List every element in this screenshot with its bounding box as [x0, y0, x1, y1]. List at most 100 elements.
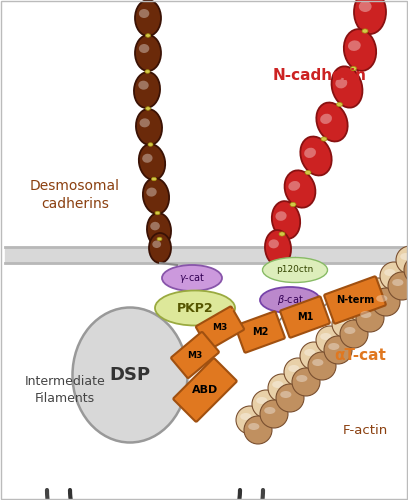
Ellipse shape	[152, 240, 161, 248]
Ellipse shape	[336, 317, 347, 324]
Ellipse shape	[350, 66, 357, 70]
Text: M1: M1	[297, 312, 313, 322]
Ellipse shape	[321, 137, 327, 141]
FancyBboxPatch shape	[173, 358, 237, 422]
Ellipse shape	[396, 246, 408, 274]
Ellipse shape	[364, 278, 392, 306]
Ellipse shape	[162, 265, 222, 291]
Ellipse shape	[276, 384, 304, 412]
Ellipse shape	[150, 222, 160, 230]
Text: M3: M3	[213, 324, 228, 332]
Ellipse shape	[146, 107, 151, 110]
Text: DSP: DSP	[109, 366, 151, 384]
Ellipse shape	[138, 80, 149, 90]
Ellipse shape	[268, 240, 279, 248]
Ellipse shape	[300, 342, 328, 370]
Ellipse shape	[400, 253, 408, 260]
Ellipse shape	[252, 390, 280, 418]
Ellipse shape	[284, 358, 312, 386]
Ellipse shape	[244, 416, 272, 444]
Ellipse shape	[262, 258, 328, 282]
Ellipse shape	[316, 326, 344, 354]
FancyBboxPatch shape	[280, 296, 330, 338]
Text: M3: M3	[187, 350, 203, 360]
Ellipse shape	[149, 233, 171, 263]
Ellipse shape	[139, 9, 149, 18]
Ellipse shape	[380, 262, 408, 290]
Ellipse shape	[362, 29, 368, 33]
Text: N-term: N-term	[336, 295, 374, 305]
Ellipse shape	[332, 66, 362, 108]
Ellipse shape	[352, 301, 364, 308]
Ellipse shape	[279, 232, 285, 236]
Ellipse shape	[135, 0, 161, 36]
Ellipse shape	[320, 114, 332, 124]
Ellipse shape	[268, 374, 296, 402]
Ellipse shape	[236, 406, 264, 434]
Text: F-actin: F-actin	[342, 424, 388, 436]
Text: M2: M2	[252, 327, 268, 337]
Ellipse shape	[139, 144, 165, 180]
Ellipse shape	[73, 308, 188, 442]
Ellipse shape	[147, 213, 171, 247]
Ellipse shape	[155, 290, 235, 326]
Ellipse shape	[404, 256, 408, 284]
Ellipse shape	[260, 287, 320, 313]
Ellipse shape	[139, 44, 149, 53]
Ellipse shape	[304, 148, 316, 158]
Ellipse shape	[134, 72, 160, 108]
Ellipse shape	[300, 136, 332, 175]
Ellipse shape	[135, 35, 161, 71]
Ellipse shape	[335, 78, 347, 88]
Ellipse shape	[384, 269, 395, 276]
Ellipse shape	[348, 294, 376, 322]
Ellipse shape	[344, 327, 355, 334]
FancyBboxPatch shape	[196, 306, 244, 350]
Ellipse shape	[332, 310, 360, 338]
Ellipse shape	[320, 333, 331, 340]
Ellipse shape	[143, 178, 169, 214]
Ellipse shape	[284, 170, 315, 207]
Ellipse shape	[272, 381, 284, 388]
Ellipse shape	[256, 397, 267, 404]
Ellipse shape	[275, 212, 286, 221]
Ellipse shape	[146, 188, 157, 196]
Text: Desmosomal
cadherins: Desmosomal cadherins	[30, 179, 120, 211]
Ellipse shape	[136, 109, 162, 145]
Text: Intermediate
Filaments: Intermediate Filaments	[24, 375, 105, 405]
Ellipse shape	[354, 0, 386, 34]
Ellipse shape	[304, 349, 315, 356]
Text: N-cadherin: N-cadherin	[273, 68, 367, 82]
Ellipse shape	[312, 359, 324, 366]
Ellipse shape	[316, 102, 348, 142]
Ellipse shape	[145, 70, 150, 73]
Text: PKP2: PKP2	[177, 302, 213, 314]
Ellipse shape	[292, 368, 320, 396]
Ellipse shape	[240, 413, 251, 420]
Ellipse shape	[337, 102, 342, 106]
Ellipse shape	[148, 143, 153, 146]
Ellipse shape	[155, 211, 160, 215]
Ellipse shape	[157, 238, 162, 241]
Ellipse shape	[248, 423, 259, 430]
FancyBboxPatch shape	[171, 332, 219, 378]
Ellipse shape	[368, 285, 379, 292]
Ellipse shape	[359, 1, 372, 12]
Ellipse shape	[305, 170, 311, 174]
FancyBboxPatch shape	[324, 276, 386, 324]
Text: $\gamma$-cat: $\gamma$-cat	[179, 271, 205, 285]
Ellipse shape	[280, 391, 291, 398]
Ellipse shape	[146, 34, 151, 37]
Ellipse shape	[356, 304, 384, 332]
Ellipse shape	[348, 40, 361, 51]
Ellipse shape	[376, 295, 388, 302]
Ellipse shape	[324, 336, 352, 364]
Ellipse shape	[264, 407, 275, 414]
Ellipse shape	[290, 202, 296, 206]
Ellipse shape	[340, 320, 368, 348]
Ellipse shape	[296, 375, 307, 382]
Ellipse shape	[288, 365, 299, 372]
Ellipse shape	[328, 343, 339, 350]
Ellipse shape	[372, 288, 400, 316]
Text: ABD: ABD	[192, 385, 218, 395]
